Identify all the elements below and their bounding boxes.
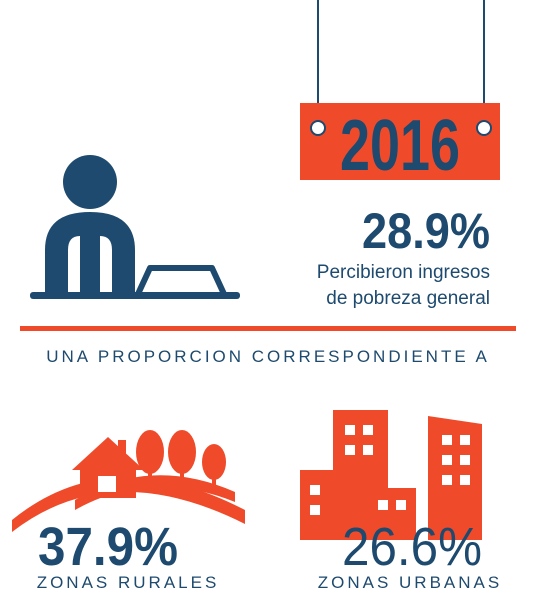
urban-icon <box>300 410 482 540</box>
person-icon <box>30 155 240 299</box>
rural-value: 37.9% <box>38 517 178 577</box>
year: 2016 <box>340 106 460 186</box>
rural-icon <box>12 430 245 532</box>
description-line: Percibieron ingresos <box>317 262 490 283</box>
rural-label: ZONAS RURALES <box>37 573 220 592</box>
urban-value: 26.6% <box>342 517 482 577</box>
divider-line <box>20 326 516 331</box>
description-line: de pobreza general <box>326 288 490 309</box>
stat: 28.9% <box>362 203 490 259</box>
sign <box>300 0 500 180</box>
divider-text: UNA PROPORCION CORRESPONDIENTE A <box>46 347 490 366</box>
urban-label: ZONAS URBANAS <box>318 573 502 592</box>
